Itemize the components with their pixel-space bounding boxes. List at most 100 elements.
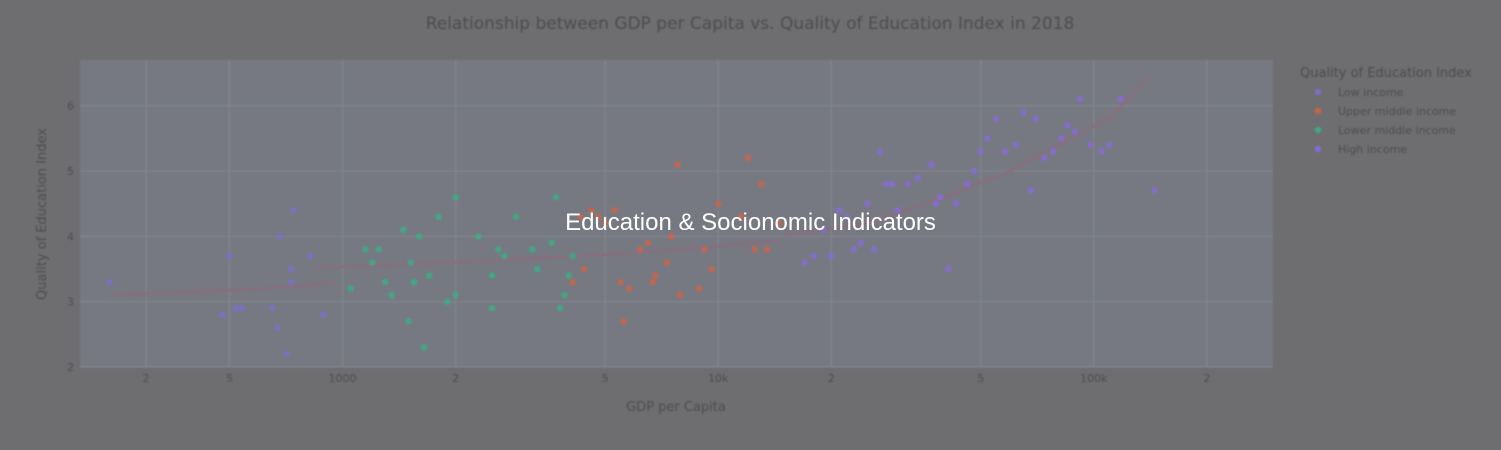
data-point [1087, 141, 1094, 149]
x-tick-label: 2 [828, 372, 835, 385]
data-point [708, 265, 715, 273]
data-point [1058, 135, 1065, 142]
data-point [652, 272, 659, 279]
data-point [1151, 187, 1158, 194]
data-point [674, 161, 681, 168]
data-point [288, 278, 295, 286]
data-point [637, 246, 644, 253]
y-tick-label: 5 [67, 165, 74, 178]
data-point [751, 246, 758, 253]
data-point [1032, 115, 1039, 123]
data-point [850, 246, 858, 253]
data-point [382, 278, 389, 286]
data-point [963, 180, 971, 188]
data-point [737, 213, 745, 220]
data-point [836, 207, 843, 214]
data-point [701, 246, 708, 253]
data-point [307, 252, 314, 260]
data-point [232, 305, 240, 312]
legend-marker [1314, 88, 1322, 96]
data-point [595, 213, 602, 220]
legend-item-label[interactable]: Upper middle income [1338, 105, 1456, 118]
x-tick-label: 5 [977, 372, 984, 385]
data-point [1071, 128, 1079, 136]
data-point [888, 180, 896, 188]
data-point [283, 350, 290, 358]
data-point [269, 305, 276, 312]
data-point [744, 154, 752, 162]
data-point [407, 259, 415, 266]
x-tick-label: 5 [226, 372, 233, 385]
data-point [775, 220, 782, 227]
trend-line [784, 75, 1150, 237]
data-point [421, 344, 428, 351]
y-axis-label: Quality of Education Index [35, 128, 50, 300]
data-point [561, 291, 568, 299]
legend[interactable]: Quality of Education Index Low income Upp… [1300, 66, 1472, 156]
data-point [801, 259, 808, 266]
legend-item-label[interactable]: Low income [1338, 86, 1404, 99]
data-point [444, 298, 451, 305]
data-point [1106, 141, 1113, 149]
legend-title: Quality of Education Index [1300, 66, 1472, 81]
data-point [581, 265, 588, 273]
data-point [715, 200, 722, 207]
legend-item-label[interactable]: Lower middle income [1338, 124, 1456, 137]
data-point [513, 213, 520, 220]
data-point [548, 239, 555, 247]
data-point [617, 278, 624, 286]
data-point [914, 174, 921, 181]
data-point [945, 265, 952, 273]
data-point [676, 291, 683, 299]
data-point [369, 259, 376, 266]
data-point [877, 148, 884, 155]
data-point [557, 305, 564, 312]
data-point [569, 252, 576, 260]
data-point [1098, 148, 1105, 155]
data-point [400, 226, 407, 233]
x-tick-label: 100k [1080, 372, 1108, 385]
legend-item-label[interactable]: High income [1338, 143, 1407, 156]
x-tick-label: 10k [708, 372, 729, 385]
data-points [106, 96, 1158, 358]
data-point [565, 272, 572, 279]
legend-marker [1314, 126, 1322, 134]
data-point [1117, 96, 1125, 103]
data-point [983, 135, 991, 142]
data-point [977, 148, 984, 155]
data-point [757, 180, 765, 188]
data-point [1020, 109, 1027, 116]
y-tick-label: 2 [67, 361, 74, 374]
data-point [435, 213, 442, 220]
data-point [828, 252, 835, 260]
data-point [904, 180, 912, 188]
chart-title: Relationship between GDP per Capita vs. … [426, 14, 1075, 34]
data-point [1027, 187, 1035, 194]
data-point [1001, 148, 1009, 155]
x-tick-label: 2 [143, 372, 150, 385]
data-point [552, 194, 560, 201]
data-point [219, 311, 226, 318]
x-tick-label: 2 [1203, 372, 1210, 385]
overlay-title: Education & Socionomic Indicators [565, 209, 936, 236]
data-point [388, 291, 395, 299]
data-point [894, 207, 901, 214]
data-point [106, 278, 113, 286]
data-point [1064, 122, 1071, 129]
data-point [320, 311, 327, 318]
y-tick-label: 4 [67, 230, 74, 243]
data-point [1012, 141, 1019, 149]
axis-ticks: 2 5 1000 2 5 10k 2 5 100k 2 2 3 4 5 6 [67, 100, 1210, 385]
data-point [347, 285, 354, 292]
data-point [588, 207, 595, 214]
data-point [819, 226, 827, 233]
plot-area [80, 60, 1273, 367]
data-point [952, 200, 960, 207]
data-point [274, 324, 281, 331]
data-point [416, 233, 423, 240]
y-tick-label: 3 [67, 296, 74, 309]
data-point [668, 233, 675, 240]
data-point [937, 194, 944, 201]
